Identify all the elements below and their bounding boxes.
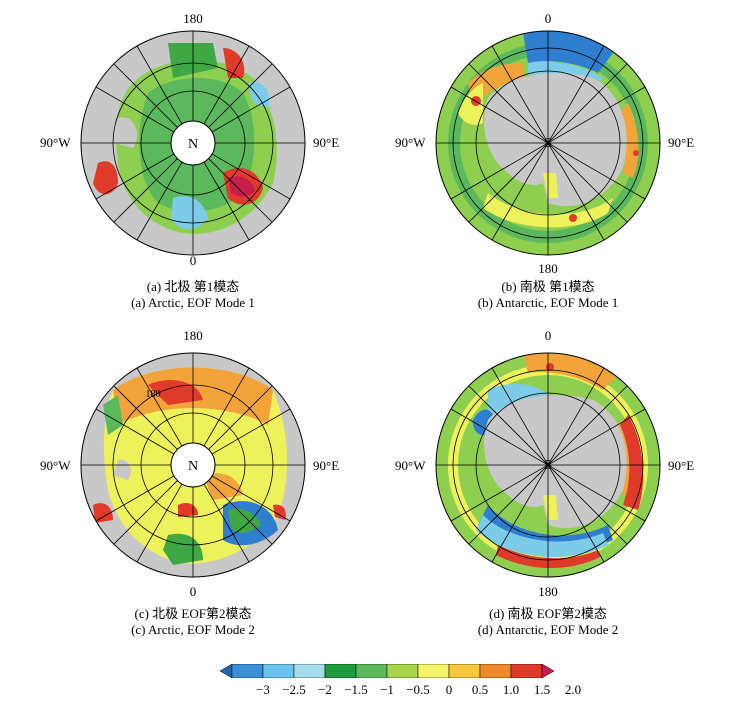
colorbar-tick-label: −0.5: [406, 682, 430, 697]
panel-c-annotation: 180: [146, 389, 161, 400]
colorbar-right-arrow: [541, 664, 554, 678]
colorbar-tick-label: 2.0: [564, 682, 582, 697]
colorbar-segment: [293, 664, 326, 678]
panel-a-top-label: 180: [183, 11, 203, 26]
colorbar-segment: [448, 664, 481, 678]
colorbar-segment: [231, 664, 264, 678]
colorbar-tick-label: 0.5: [471, 682, 489, 697]
panel-a-arctic-map: N: [80, 30, 306, 256]
panel-b-antarctic-map: S: [435, 30, 661, 256]
panel-a-left-label: 90°W: [40, 135, 71, 150]
panel-a-right-label: 90°E: [313, 135, 340, 150]
colorbar-segment: [417, 664, 450, 678]
panel-b-bottom-label: 180: [538, 261, 558, 276]
panel-c-bottom-label: 0: [189, 584, 197, 599]
panel-a-caption-cn: (a) 北极 第1模态: [146, 279, 240, 294]
panel-d-caption-cn: (d) 南极 EOF第2模态: [489, 606, 607, 621]
colorbar-tick-label: −1: [380, 682, 394, 697]
colorbar-tick-label: −2.5: [282, 682, 306, 697]
colorbar-segment: [324, 664, 357, 678]
panel-d-pole-label: S: [544, 458, 552, 473]
panel-c-arctic-map: N 180: [80, 352, 306, 578]
panel-d-left-label: 90°W: [395, 458, 426, 473]
colorbar-left-arrow: [220, 664, 233, 678]
panel-c-top-label: 180: [183, 328, 203, 343]
panel-b-left-label: 90°W: [395, 135, 426, 150]
panel-b-top-label: 0: [544, 11, 552, 26]
colorbar-tick-label: −1.5: [344, 682, 368, 697]
colorbar-tick-label: 0: [445, 682, 453, 697]
panel-b-caption-en: (b) Antarctic, EOF Mode 1: [477, 295, 619, 310]
panel-b-pole-label: S: [544, 136, 552, 151]
panel-c-left-label: 90°W: [40, 458, 71, 473]
panel-a-bottom-label: 0: [189, 253, 197, 268]
colorbar-segment: [479, 664, 512, 678]
colorbar-segment: [386, 664, 419, 678]
colorbar-segment: [510, 664, 543, 678]
panel-b-right-label: 90°E: [668, 135, 695, 150]
panel-d-top-label: 0: [544, 328, 552, 343]
panel-d-bottom-label: 180: [538, 584, 558, 599]
colorbar-segment: [262, 664, 295, 678]
panel-d-right-label: 90°E: [668, 458, 695, 473]
panel-a-caption-en: (a) Arctic, EOF Mode 1: [131, 295, 255, 310]
panel-c-caption-en: (c) Arctic, EOF Mode 2: [131, 622, 255, 637]
panel-d-antarctic-map: S: [435, 352, 661, 578]
colorbar-tick-label: −3: [256, 682, 270, 697]
panel-d-caption-en: (d) Antarctic, EOF Mode 2: [477, 622, 619, 637]
colorbar-tick-label: −2: [318, 682, 332, 697]
colorbar: [220, 664, 554, 678]
colorbar-tick-label: 1.5: [533, 682, 551, 697]
panel-a-pole-label: N: [188, 137, 198, 152]
colorbar-segment: [355, 664, 388, 678]
colorbar-tick-label: 1.0: [502, 682, 520, 697]
panel-c-right-label: 90°E: [313, 458, 340, 473]
panel-c-caption-cn: (c) 北极 EOF第2模态: [134, 606, 252, 621]
panel-b-caption-cn: (b) 南极 第1模态: [501, 279, 595, 294]
panel-c-pole-label: N: [188, 459, 198, 474]
